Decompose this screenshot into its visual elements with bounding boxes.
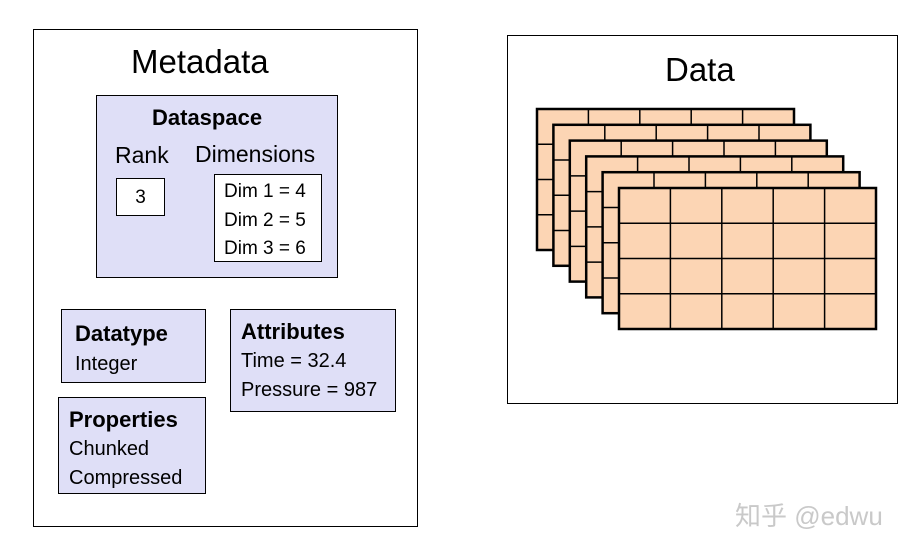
datatype-box: [61, 309, 206, 383]
dimension-item: Dim 1 = 4: [224, 181, 306, 202]
dataspace-heading: Dataspace: [152, 105, 263, 130]
datatype-heading: Datatype: [75, 321, 168, 346]
dimensions-list: Dim 1 = 4 Dim 2 = 5 Dim 3 = 6: [214, 174, 322, 262]
watermark: 知乎 @edwu: [735, 501, 883, 531]
metadata-title: Metadata: [131, 43, 269, 80]
properties-heading: Properties: [69, 407, 178, 432]
dimension-item: Dim 2 = 5: [224, 210, 306, 231]
properties-box: [58, 397, 206, 494]
rank-value-box: 3: [116, 178, 165, 216]
data-title: Data: [665, 51, 735, 88]
rank-value: 3: [135, 187, 146, 208]
data-grid-layer: [617, 186, 878, 331]
dimension-item: Dim 3 = 6: [224, 238, 306, 259]
property-item: Compressed: [69, 467, 183, 489]
attribute-item: Time = 32.4: [241, 350, 347, 372]
property-item: Chunked: [69, 438, 150, 460]
datatype-value: Integer: [75, 353, 138, 375]
attributes-box: [230, 309, 396, 412]
dimensions-label: Dimensions: [195, 141, 316, 167]
rank-label: Rank: [115, 142, 169, 168]
attributes-heading: Attributes: [241, 319, 345, 344]
attribute-item: Pressure = 987: [241, 379, 378, 401]
